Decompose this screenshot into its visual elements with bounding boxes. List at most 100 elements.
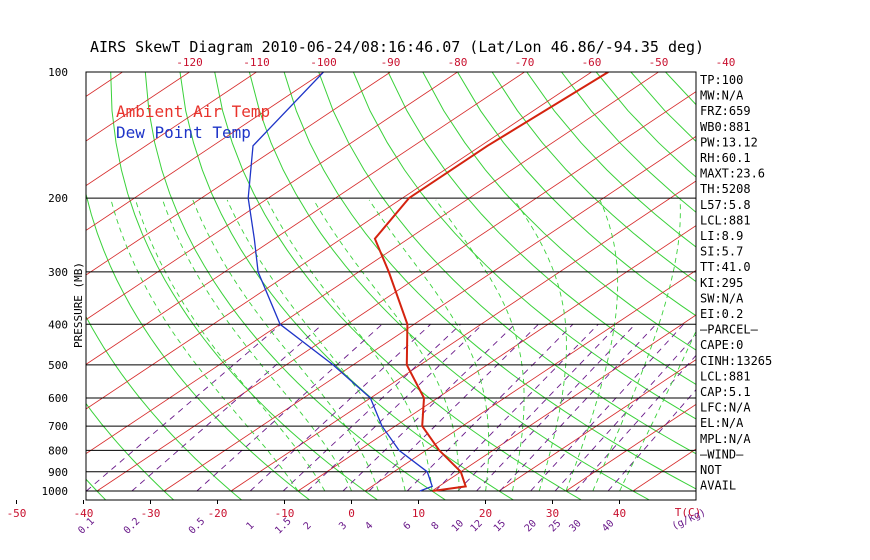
mixing-ratio-line: [249, 323, 431, 492]
stat-item: —WIND—: [700, 447, 744, 461]
x-tick-label-top: -110: [243, 56, 270, 69]
isotherm-line: [96, 91, 696, 492]
moist-adiabat-line: [513, 199, 567, 492]
stat-item: LCL:881: [700, 369, 751, 383]
mixing-ratio-line: [530, 323, 684, 492]
dry-adiabat-line: [491, 72, 696, 283]
y-tick-label: 500: [48, 359, 68, 372]
isotherm-line: [86, 72, 525, 365]
dry-adiabat-line: [144, 72, 446, 500]
mixing-ratio-line: [196, 323, 383, 492]
y-tick-label: 900: [48, 466, 68, 479]
mixing-ratio-line: [554, 334, 696, 492]
x-tick-label-top: -60: [582, 56, 602, 69]
y-tick-label: 600: [48, 392, 68, 405]
mixing-ratio-line: [575, 354, 696, 492]
y-tick-label: 400: [48, 318, 68, 331]
x-tick-label-top: -120: [176, 56, 203, 69]
x-tick-label-bottom: 20: [479, 507, 492, 520]
y-axis-title: PRESSURE (MB): [72, 262, 85, 348]
isotherm-line: [230, 180, 696, 492]
mixing-ratio-line: [131, 323, 323, 492]
stat-item: WB0:881: [700, 120, 751, 134]
dry-adiabat-line: [770, 72, 870, 500]
stat-item: AVAIL: [700, 479, 736, 493]
dry-adiabat-line: [352, 72, 696, 420]
isotherm-line: [297, 225, 696, 492]
isotherm-line: [86, 72, 592, 410]
x-tick-label-top: -70: [515, 56, 535, 69]
legend-dew-point-temp: Dew Point Temp: [116, 123, 251, 142]
x-tick-label-top: -100: [310, 56, 337, 69]
dry-adiabat-line: [86, 315, 242, 500]
stat-item: CINH:13265: [700, 354, 772, 368]
stat-item: —PARCEL—: [700, 323, 759, 337]
mixing-ratio-line: [435, 323, 599, 492]
dry-adiabat-line: [0, 72, 38, 500]
x-tick-label-bottom: -10: [275, 507, 295, 520]
mixing-ratio-line: [476, 323, 636, 492]
isotherm-line: [86, 72, 324, 231]
stat-item: EI:0.2: [700, 307, 743, 321]
mixing-ratio-label: 15: [492, 518, 508, 534]
isotherm-line: [364, 269, 696, 492]
x-tick-label-bottom: -20: [208, 507, 228, 520]
stat-item: PW:13.12: [700, 135, 758, 149]
moist-adiabat-line: [565, 199, 619, 492]
dry-adiabat-line: [214, 72, 582, 500]
mixing-ratio-label: 1: [244, 520, 256, 532]
grid-lines: [0, 72, 870, 500]
isotherm-line: [86, 72, 659, 455]
ambient-air-temp-line: [373, 72, 609, 492]
isotherm-line: [163, 135, 696, 492]
stat-item: KI:295: [700, 276, 743, 290]
dry-adiabat-line: [86, 402, 174, 500]
dew-point-temp-line: [247, 72, 434, 492]
dry-adiabat-line: [387, 72, 696, 386]
mixing-ratio-label: 10: [450, 518, 466, 534]
mixing-ratio-label: 0.2: [122, 516, 143, 537]
stat-item: SW:N/A: [700, 291, 744, 305]
x-axis-unit-label: T(C): [675, 506, 702, 519]
mixing-ratio-label: 25: [547, 518, 563, 534]
y-tick-label: 100: [48, 66, 68, 79]
moist-adiabat-line: [135, 199, 326, 492]
mixing-ratio-line: [282, 323, 461, 492]
x-tick-label-bottom: -30: [141, 507, 161, 520]
mixing-ratio-line: [307, 323, 483, 492]
isobar-lines: [86, 71, 696, 492]
mixing-ratio-line: [86, 323, 282, 492]
dry-adiabat-line: [804, 72, 870, 500]
stat-item: LCL:881: [700, 213, 751, 227]
mixing-ratio-label: 30: [567, 518, 583, 534]
x-tick-label-top: -90: [381, 56, 401, 69]
dry-adiabat-line: [283, 72, 696, 490]
dry-adiabat-line: [839, 72, 870, 500]
stat-item: CAPE:0: [700, 338, 743, 352]
isotherm-line: [86, 72, 257, 187]
mixing-ratio-label: 20: [523, 518, 539, 534]
stat-item: CAP:5.1: [700, 385, 751, 399]
stat-item: LI:8.9: [700, 229, 743, 243]
x-tick-label-bottom: 30: [546, 507, 559, 520]
stat-item: MAXT:23.6: [700, 167, 765, 181]
profile-lines: [247, 72, 609, 492]
mixing-ratio-line: [607, 389, 696, 492]
x-tick-label-bottom: -50: [7, 507, 27, 520]
dry-adiabat-line: [526, 72, 696, 248]
mixing-ratio-label: 12: [469, 518, 485, 534]
stat-item: TP:100: [700, 73, 743, 87]
mixing-ratio-label: 2: [302, 520, 314, 532]
isotherm-line: [565, 403, 696, 492]
moist-adiabat-line: [110, 199, 299, 492]
chart-title: AIRS SkewT Diagram 2010-06-24/08:16:46.0…: [90, 38, 704, 56]
stat-item: LFC:N/A: [700, 401, 751, 415]
x-tick-label-bottom: 10: [412, 507, 425, 520]
x-tick-label-bottom: 0: [348, 507, 355, 520]
y-tick-label: 200: [48, 192, 68, 205]
stat-item: RH:60.1: [700, 151, 751, 165]
x-tick-label-top: -40: [716, 56, 736, 69]
x-tick-label-top: -80: [448, 56, 468, 69]
